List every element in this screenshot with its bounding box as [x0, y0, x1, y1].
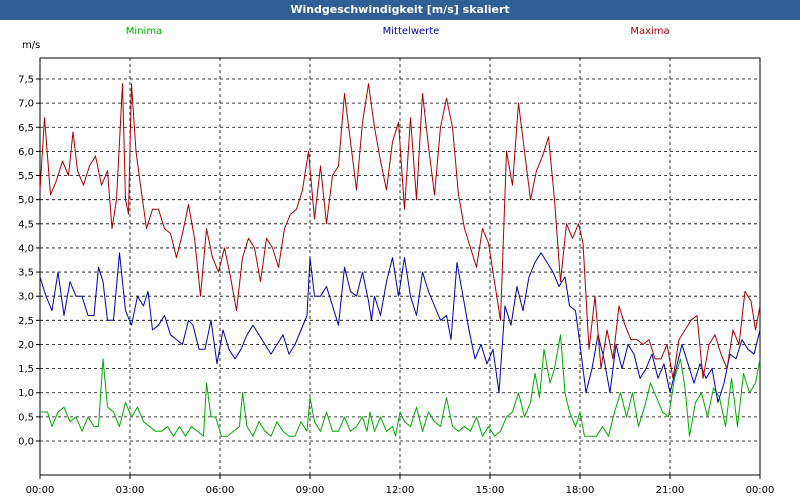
- y-tick-label: 2,0: [18, 340, 34, 351]
- y-tick-label: 1,5: [18, 364, 34, 375]
- x-tick-time-label: 12:00: [386, 485, 415, 496]
- x-tick-time-label: 03:00: [116, 485, 145, 496]
- x-tick-time-label: 15:00: [476, 485, 505, 496]
- series-lines: [39, 83, 761, 437]
- x-tick-time-label: 09:00: [296, 485, 325, 496]
- y-axis-tick-labels: 0,0 0,5 1,0 1,5 2,0 2,5 3,0 3,5 4,0 4,5 5,0 5,5 6,0 6…: [18, 75, 34, 448]
- series-line-mittelwerte: [39, 252, 761, 403]
- y-tick-label: 5,5: [18, 171, 34, 182]
- y-tick-label: 7,0: [18, 99, 34, 110]
- y-tick-label: 7,5: [18, 75, 34, 86]
- legend-maxima: Maxima: [630, 26, 669, 37]
- window-title: Windgeschwindigkeit [m/s] skaliert: [0, 0, 800, 20]
- x-tick-time-label: 00:00: [746, 485, 775, 496]
- y-tick-label: 1,0: [18, 388, 34, 399]
- plot-area: [36, 57, 761, 479]
- y-tick-label: 6,0: [18, 147, 34, 158]
- y-tick-label: 3,0: [18, 292, 34, 303]
- x-tick-time-label: 21:00: [656, 485, 685, 496]
- x-tick-time-label: 00:00: [26, 485, 55, 496]
- y-tick-label: 4,0: [18, 243, 34, 254]
- legend-minima: Minima: [126, 26, 162, 37]
- y-tick-label: 0,0: [18, 437, 34, 448]
- wind-speed-chart: Minima Mittelwerte Maxima m/s 0,0 0,5 1,0 1…: [18, 26, 775, 496]
- y-axis-unit-label: m/s: [22, 40, 40, 51]
- y-tick-label: 2,5: [18, 316, 34, 327]
- x-tick-time-label: 18:00: [566, 485, 595, 496]
- y-tick-label: 3,5: [18, 268, 34, 279]
- series-line-minima: [40, 334, 761, 437]
- y-tick-label: 0,5: [18, 412, 34, 423]
- x-tick-time-label: 06:00: [206, 485, 235, 496]
- y-tick-label: 5,0: [18, 195, 34, 206]
- legend-mittelwerte: Mittelwerte: [383, 26, 440, 37]
- y-tick-label: 6,5: [18, 123, 34, 134]
- x-axis-tick-labels: 00:0028.04.1903:0028.04.1906:0028.04.190…: [26, 485, 775, 496]
- series-line-maxima: [39, 83, 761, 379]
- y-tick-label: 4,5: [18, 219, 34, 230]
